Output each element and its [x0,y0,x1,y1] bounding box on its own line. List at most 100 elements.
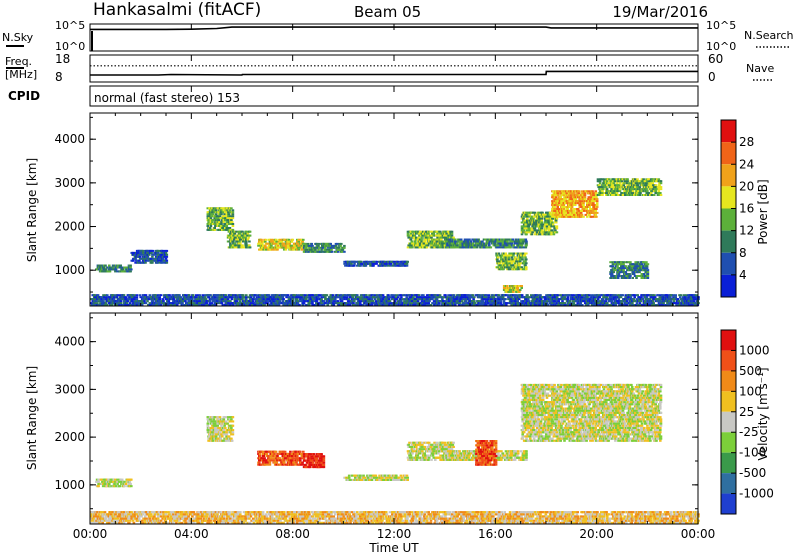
power-cell [388,298,391,300]
power-cell [481,241,484,243]
power-cell [221,302,224,304]
power-cell [590,194,593,196]
power-cell [568,194,571,196]
power-cell [139,296,142,298]
power-cell [343,263,346,265]
power-cell [525,244,528,246]
power-cell [301,241,304,243]
power-cell [256,302,259,304]
power-cell [127,300,130,302]
power-cell [380,296,383,298]
power-cell [632,188,635,190]
power-cell [553,227,556,229]
power-cell [533,224,536,226]
power-cell [637,261,640,263]
power-cell [616,182,619,184]
power-cell [393,296,396,298]
power-cell [232,211,235,213]
power-cell [345,296,348,298]
power-cell [557,216,560,218]
power-cell [122,268,125,270]
power-cell [534,229,537,231]
power-cell [407,233,410,235]
power-cell [551,229,554,231]
power-cell [599,180,602,182]
power-cell [165,252,168,254]
power-cell [311,302,314,304]
power-cell [304,243,307,245]
power-cell [369,261,372,263]
power-cell [506,285,509,287]
power-cell [596,202,599,204]
power-cell [408,237,411,239]
power-cell [264,241,267,243]
power-cell [272,239,275,241]
power-cell [204,296,207,298]
power-cell [588,206,591,208]
power-cell [419,243,422,245]
power-cell [660,186,663,188]
power-cell [613,182,616,184]
power-cell [215,209,218,211]
power-cell [356,294,359,296]
power-cell [332,294,335,296]
power-cell [541,212,544,214]
power-cell [382,294,385,296]
power-cell [512,291,515,293]
power-cell [622,194,625,196]
power-cell [340,243,343,245]
power-cell [397,296,400,298]
power-cell [242,294,245,296]
power-cell [330,249,333,251]
power-cell [554,198,557,200]
power-cell [353,263,356,265]
power-cell [279,300,282,302]
power-cell [507,262,510,264]
power-cell [210,229,213,231]
power-cell [218,296,221,298]
power-cell [142,302,145,304]
power-cell [569,210,572,212]
power-cell [558,202,561,204]
power-cell [631,277,634,279]
power-cell [412,296,415,298]
power-cell [242,237,245,239]
power-cell [647,263,650,265]
power-cell [151,256,154,258]
power-cell [612,265,615,267]
power-cell [571,198,574,200]
power-cell [616,265,619,267]
power-cell [384,261,387,263]
date-label: 19/Mar/2016 [612,3,708,21]
power-cell [365,298,368,300]
power-cell [526,218,529,220]
power-cell [575,198,578,200]
power-cell [549,212,552,214]
power-cell [431,298,434,300]
power-cell [639,186,642,188]
beam-label: Beam 05 [354,3,421,21]
power-cell [580,216,583,218]
power-cell [313,300,316,302]
power-cell [163,260,166,262]
power-cell [474,246,477,248]
power-cell [226,217,229,219]
power-cell [435,235,438,237]
power-cell [505,260,508,262]
power-cell [420,239,423,241]
power-cell [622,269,625,271]
power-cell [323,300,326,302]
power-cell [109,270,112,272]
power-cell [573,210,576,212]
power-cell [275,239,278,241]
power-cell [180,296,183,298]
power-cell [551,222,554,224]
power-cell [234,233,237,235]
power-cell [386,302,389,304]
power-cell [470,241,473,243]
power-cell [531,216,534,218]
power-cell [115,268,118,270]
power-cell [588,190,591,192]
power-cell [595,196,598,198]
noise-right-tick-top: 10^5 [706,19,736,32]
